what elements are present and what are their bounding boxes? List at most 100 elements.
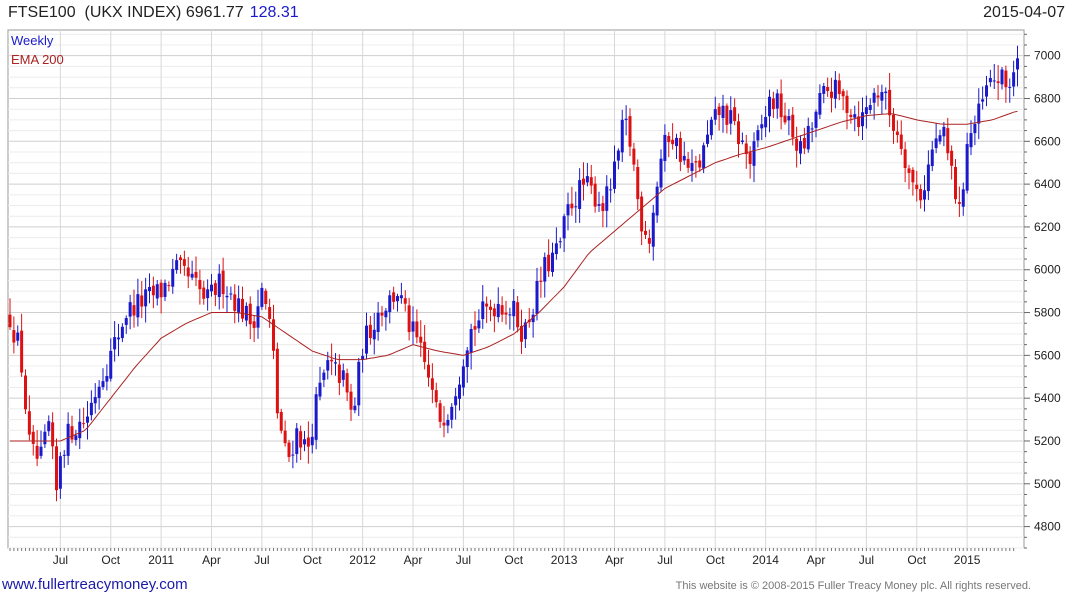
candle-body xyxy=(159,282,163,298)
candle-body xyxy=(640,196,644,232)
candle-body xyxy=(535,280,539,314)
y-tick-label: 6600 xyxy=(1034,134,1061,148)
candle-body xyxy=(334,362,338,364)
x-tick-label: Oct xyxy=(303,553,322,567)
candle-body xyxy=(961,189,965,207)
candle-body xyxy=(508,314,512,316)
candle-body xyxy=(206,289,210,299)
candle-body xyxy=(895,131,899,136)
candle-body xyxy=(27,411,31,435)
candle-body xyxy=(570,203,574,209)
candle-body xyxy=(299,431,303,448)
candle-body xyxy=(690,163,694,171)
candle-body xyxy=(713,109,717,120)
x-tick-label: Apr xyxy=(202,553,221,567)
candle-body xyxy=(275,348,279,414)
candle-body xyxy=(907,168,911,173)
candle-body xyxy=(667,136,671,143)
candle-body xyxy=(934,138,938,149)
candle-body xyxy=(609,189,613,191)
candle-body xyxy=(423,341,427,362)
candle-body xyxy=(973,123,977,134)
candle-body xyxy=(806,125,810,150)
candle-body xyxy=(915,184,919,190)
candle-body xyxy=(791,114,795,138)
candle-body xyxy=(473,326,477,330)
candle-body xyxy=(39,446,43,456)
candle-body xyxy=(845,95,849,113)
candle-body xyxy=(190,273,194,278)
candle-body xyxy=(318,382,322,397)
candle-body xyxy=(407,305,411,333)
candle-body xyxy=(737,121,741,145)
candle-body xyxy=(849,114,853,118)
candle-body xyxy=(434,390,438,403)
candle-body xyxy=(442,422,446,426)
candle-body xyxy=(748,152,752,164)
candle-body xyxy=(721,105,725,118)
y-tick-label: 5200 xyxy=(1034,434,1061,448)
candle-body xyxy=(702,145,706,169)
candle-body xyxy=(217,273,221,297)
candle-body xyxy=(489,306,493,310)
candle-body xyxy=(864,107,868,115)
candle-body xyxy=(97,386,101,398)
candle-body xyxy=(283,430,287,444)
candle-body xyxy=(345,373,349,393)
candle-body xyxy=(717,106,721,116)
candle-body xyxy=(291,454,295,456)
chart-header: FTSE100 (UKX INDEX) 6961.77 128.31 2015-0… xyxy=(8,4,1067,26)
candle-body xyxy=(926,164,930,192)
legend-ema200: EMA 200 xyxy=(11,52,64,67)
candle-body xyxy=(368,324,372,339)
candle-body xyxy=(771,98,775,110)
candle-body xyxy=(981,99,985,102)
candle-body xyxy=(547,254,551,272)
candle-body xyxy=(554,243,558,255)
candle-body xyxy=(996,81,1000,84)
x-tick-label: Jul xyxy=(456,553,471,567)
candle-body xyxy=(954,166,958,200)
candle-body xyxy=(337,364,341,383)
candle-body xyxy=(969,133,973,148)
candle-body xyxy=(326,360,330,371)
candle-body xyxy=(361,356,365,360)
candle-body xyxy=(310,436,314,446)
x-tick-label: Jul xyxy=(254,553,269,567)
candle-body xyxy=(787,116,791,121)
candle-body xyxy=(911,169,915,183)
candle-body xyxy=(93,397,97,404)
candle-body xyxy=(167,285,171,287)
x-tick-label: Jul xyxy=(859,553,874,567)
candle-body xyxy=(322,372,326,380)
candle-body xyxy=(128,302,132,317)
candle-body xyxy=(861,112,865,127)
candle-body xyxy=(884,91,888,94)
candle-body xyxy=(752,141,756,166)
candle-body xyxy=(775,93,779,109)
candle-body xyxy=(89,402,93,416)
candle-body xyxy=(795,138,799,151)
candle-body xyxy=(632,148,636,165)
candle-body xyxy=(12,330,16,343)
y-tick-label: 4800 xyxy=(1034,520,1061,534)
candle-body xyxy=(965,144,969,191)
index-name: (UKX INDEX) xyxy=(84,4,182,21)
candle-body xyxy=(802,137,806,149)
candle-body xyxy=(605,186,609,211)
candle-body xyxy=(942,126,946,137)
candle-body xyxy=(225,295,229,298)
candle-body xyxy=(136,294,140,318)
candle-body xyxy=(593,183,597,207)
x-tick-label: 2011 xyxy=(148,553,174,567)
candle-body xyxy=(105,375,109,382)
candle-body xyxy=(117,337,121,340)
candle-body xyxy=(349,391,353,410)
candle-body xyxy=(585,176,589,183)
candle-body xyxy=(706,134,710,144)
x-tick-label: 2013 xyxy=(551,553,578,567)
y-tick-label: 6000 xyxy=(1034,263,1061,277)
x-tick-label: Oct xyxy=(907,553,926,567)
x-tick-label: 2015 xyxy=(954,553,981,567)
website-link[interactable]: www.fullertreacymoney.com xyxy=(2,576,188,593)
